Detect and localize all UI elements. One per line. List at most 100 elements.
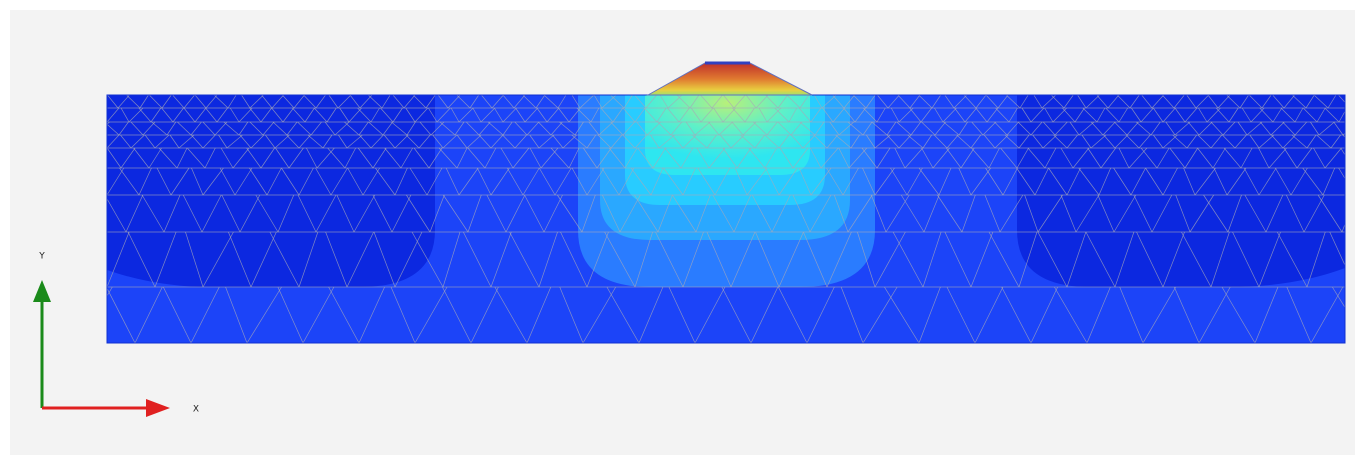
mesh-edge <box>1283 95 1295 109</box>
mesh-edge <box>538 121 552 136</box>
mesh-edge <box>346 231 374 288</box>
mesh-edge <box>988 231 1020 288</box>
mesh-edge <box>491 95 504 109</box>
mesh-edge <box>456 134 468 149</box>
mesh-edge <box>107 147 122 169</box>
mesh-edge <box>238 121 249 136</box>
mesh-edge <box>995 107 1010 123</box>
mesh-edge <box>1105 107 1120 123</box>
mesh-edge <box>1194 167 1216 196</box>
mesh-edge <box>840 286 864 343</box>
mesh-edge <box>494 286 528 343</box>
mesh-edge <box>1175 194 1191 233</box>
mesh-edge <box>535 95 546 109</box>
mesh-edge <box>1027 147 1046 169</box>
mesh-edge <box>745 95 757 109</box>
mesh-edge <box>922 134 932 149</box>
mesh-edge <box>646 121 661 136</box>
mesh-edge <box>753 121 768 136</box>
mesh-edge <box>994 121 1008 136</box>
mesh-edge <box>480 107 496 123</box>
mesh-edge <box>670 121 683 136</box>
mesh-edge <box>194 107 207 123</box>
mesh-edge <box>458 167 479 196</box>
mesh-edge <box>1142 286 1177 343</box>
mesh-edge <box>344 147 356 169</box>
mesh-edge <box>1324 107 1340 123</box>
mesh-edge <box>907 134 924 149</box>
mesh-edge <box>960 147 975 169</box>
mesh-edge <box>1113 194 1137 233</box>
mesh-edge <box>151 121 168 136</box>
mesh-edge <box>327 147 346 169</box>
mesh-edge <box>303 95 317 109</box>
mesh-edge <box>191 167 204 196</box>
mesh-edge <box>943 121 960 136</box>
mesh-edge <box>281 167 300 196</box>
mesh-edge <box>380 107 394 123</box>
mesh-edge <box>862 121 873 136</box>
mesh-edge <box>892 231 924 288</box>
mesh-edge <box>1217 95 1231 109</box>
mesh-edge <box>602 194 621 233</box>
mesh-edge <box>133 147 150 169</box>
mesh-edge <box>513 95 526 109</box>
mesh-edge <box>656 107 667 123</box>
mesh-edge <box>502 95 515 109</box>
mesh-edge <box>622 134 636 149</box>
mesh-edge <box>358 286 385 343</box>
mesh-edge <box>162 286 192 343</box>
mesh-edge <box>107 95 119 109</box>
mesh-edge <box>382 121 393 136</box>
mesh-edge <box>1145 167 1164 196</box>
mesh-edge <box>708 147 726 169</box>
mesh-edge <box>593 95 603 109</box>
mesh-edge <box>1098 167 1112 196</box>
mesh-edge <box>1226 95 1241 109</box>
mesh-edge <box>515 107 526 123</box>
mesh-edge <box>1292 95 1307 109</box>
mesh-edge <box>314 107 328 123</box>
mesh-edge <box>176 147 188 169</box>
mesh-edge <box>406 194 431 233</box>
mesh-edge <box>1181 231 1212 288</box>
mesh-edge <box>1322 167 1336 196</box>
mesh-edge <box>890 107 900 123</box>
mesh-edge <box>1306 231 1326 288</box>
mesh-edge <box>405 134 420 149</box>
mesh-edge <box>938 167 952 196</box>
mesh-edge <box>326 107 337 123</box>
mesh-edge <box>413 95 427 109</box>
mesh-edge <box>1237 121 1248 136</box>
mesh-edge <box>718 121 733 136</box>
mesh-edge <box>177 121 192 136</box>
mesh-edge <box>1133 194 1153 233</box>
mesh-edge <box>1222 134 1236 149</box>
mesh-edge <box>428 147 443 169</box>
mesh-edge <box>634 231 653 288</box>
mesh <box>107 95 1345 343</box>
mesh-edge <box>1140 147 1158 169</box>
mesh-edge <box>429 194 445 233</box>
mesh-edge <box>904 147 924 169</box>
mesh-edge <box>871 121 888 136</box>
mesh-edge <box>1302 107 1318 123</box>
mesh-edge <box>1228 107 1239 123</box>
mesh-edge <box>826 231 852 288</box>
mesh-edge <box>721 286 752 343</box>
mesh-edge <box>522 95 537 109</box>
mesh-edge <box>490 167 510 196</box>
mesh-edge <box>328 286 360 343</box>
mesh-edge <box>994 134 1009 149</box>
mesh-edge <box>1222 121 1236 136</box>
mesh-edge <box>748 147 766 169</box>
mesh-edge <box>942 107 957 123</box>
mesh-edge <box>778 231 804 288</box>
mesh-edge <box>1265 194 1284 233</box>
mesh-edge <box>764 134 780 149</box>
mesh-edge <box>799 95 810 109</box>
mesh-edge <box>484 147 497 169</box>
mesh-edge <box>1184 107 1198 123</box>
mesh-edge <box>315 167 332 196</box>
mesh-edge <box>792 194 811 233</box>
